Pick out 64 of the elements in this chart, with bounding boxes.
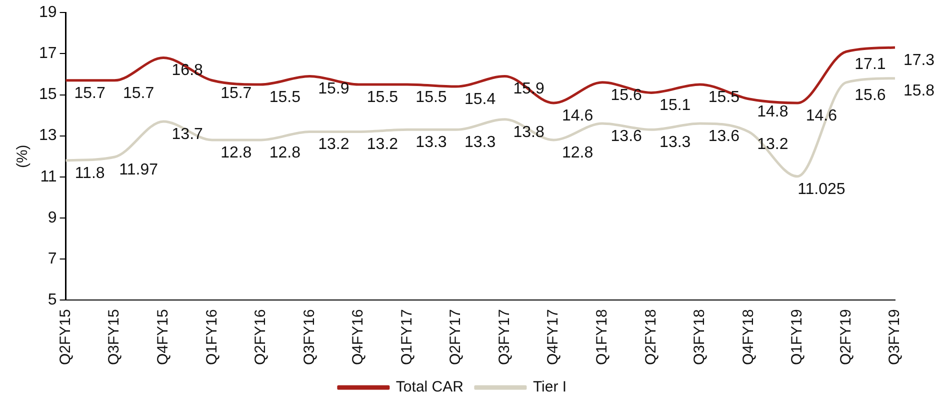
data-label: 15.1 bbox=[660, 97, 691, 114]
x-tick-label: Q1FY16 bbox=[203, 309, 220, 366]
data-label: 14.6 bbox=[562, 107, 594, 124]
x-tick-label: Q4FY17 bbox=[544, 309, 562, 366]
data-label: 11.97 bbox=[119, 161, 158, 178]
data-label: 13.6 bbox=[708, 128, 740, 145]
x-tick-label: Q2FY16 bbox=[252, 309, 270, 366]
data-label: 11.025 bbox=[798, 180, 846, 198]
x-tick-label: Q3FY15 bbox=[106, 309, 123, 366]
data-label: 15.5 bbox=[708, 88, 740, 106]
x-tick-label: Q4FY18 bbox=[740, 309, 757, 366]
data-label: 13.6 bbox=[610, 128, 642, 145]
y-tick-label: 5 bbox=[48, 292, 57, 309]
data-label: 13.2 bbox=[366, 136, 398, 154]
data-label: 15.6 bbox=[854, 86, 886, 104]
y-tick-label: 15 bbox=[39, 86, 57, 104]
legend-label: Total CAR bbox=[396, 378, 464, 396]
line-series bbox=[64, 77, 896, 178]
data-label: 15.7 bbox=[74, 84, 106, 102]
data-label: 12.8 bbox=[220, 144, 252, 162]
x-tick-label: Q2FY19 bbox=[837, 309, 854, 366]
data-label: 15.7 bbox=[220, 84, 252, 102]
y-tick-label: 11 bbox=[40, 168, 57, 186]
y-tick-label: 19 bbox=[39, 4, 57, 22]
data-label: 15.8 bbox=[903, 82, 935, 100]
data-label: 15.4 bbox=[464, 90, 496, 108]
data-label: 13.3 bbox=[416, 134, 447, 152]
data-label: 17.1 bbox=[854, 56, 886, 74]
x-tick-label: Q4FY15 bbox=[154, 309, 172, 366]
y-tick-label: 13 bbox=[39, 127, 57, 144]
legend-label: Tier I bbox=[532, 378, 567, 396]
data-label: 13.3 bbox=[464, 134, 496, 152]
data-label: 12.8 bbox=[269, 144, 301, 162]
x-tick-label: Q3FY19 bbox=[886, 309, 904, 366]
data-label: 15.7 bbox=[123, 84, 154, 102]
data-label: 11.8 bbox=[74, 164, 105, 182]
x-tick-label: Q4FY16 bbox=[350, 309, 367, 366]
data-label: 15.9 bbox=[318, 80, 350, 98]
y-tick-label: 7 bbox=[48, 250, 57, 268]
data-label: 15.5 bbox=[269, 88, 301, 106]
x-tick-label: Q1FY18 bbox=[593, 309, 610, 366]
x-tick-label: Q3FY18 bbox=[691, 309, 708, 366]
data-label: 13.2 bbox=[757, 136, 788, 154]
data-label: 15.5 bbox=[366, 88, 398, 106]
x-tick-label: Q1FY19 bbox=[788, 309, 806, 366]
data-label: 14.6 bbox=[806, 107, 838, 124]
y-axis-title: (%) bbox=[14, 144, 32, 168]
data-label: 15.6 bbox=[610, 86, 642, 104]
data-label: 14.8 bbox=[757, 103, 788, 120]
data-label: 15.5 bbox=[416, 88, 447, 106]
x-tick-label: Q3FY17 bbox=[496, 309, 513, 366]
data-label: 17.3 bbox=[903, 52, 935, 69]
x-tick-label: Q2FY18 bbox=[642, 309, 660, 366]
x-tick-label: Q1FY17 bbox=[398, 309, 416, 366]
y-tick-label: 9 bbox=[48, 209, 57, 226]
data-label: 13.8 bbox=[513, 124, 544, 141]
data-label: 12.8 bbox=[562, 144, 594, 162]
data-label: 13.3 bbox=[660, 134, 691, 152]
x-tick-label: Q2FY17 bbox=[447, 309, 464, 366]
data-label: 13.2 bbox=[318, 136, 350, 154]
x-tick-label: Q2FY15 bbox=[56, 309, 74, 366]
data-label: 13.7 bbox=[172, 126, 204, 143]
y-tick-label: 17 bbox=[39, 45, 57, 62]
x-tick-label: Q3FY16 bbox=[300, 309, 318, 366]
